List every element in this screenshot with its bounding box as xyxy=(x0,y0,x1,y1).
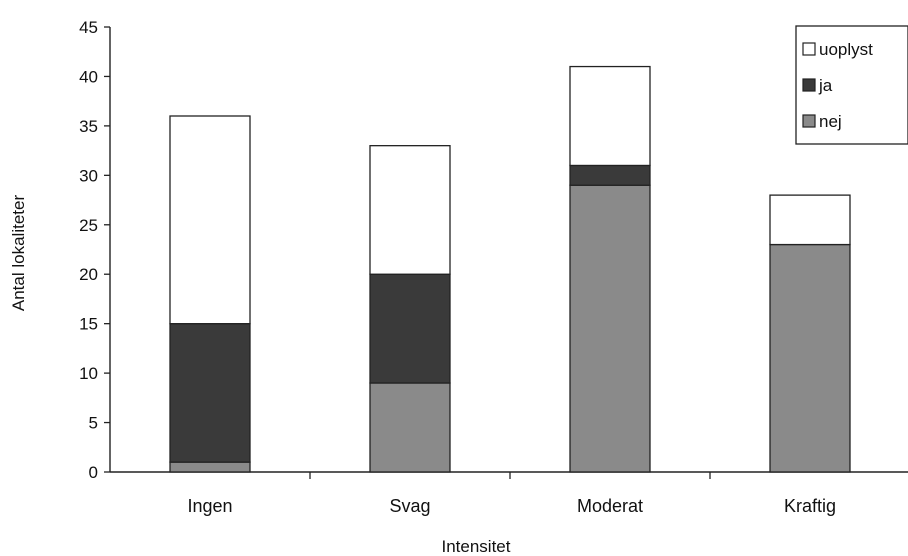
bar-segment-uoplyst-moderat xyxy=(569,65,651,167)
bar-segment-nej-ingen xyxy=(169,461,251,473)
y-tick-label: 25 xyxy=(79,216,98,235)
x-axis-title: Intensitet xyxy=(442,537,511,556)
y-tick-label: 10 xyxy=(79,364,98,383)
bar-segment-ja-svag xyxy=(369,273,451,384)
legend-label-nej: nej xyxy=(819,112,842,131)
legend-swatch-uoplyst xyxy=(802,42,816,56)
x-tick-label: Svag xyxy=(389,496,430,516)
y-tick-label: 20 xyxy=(79,265,98,284)
y-tick-label: 5 xyxy=(89,414,98,433)
bar-segment-ja-ingen xyxy=(169,323,251,463)
bar-segment-uoplyst-ingen xyxy=(169,115,251,325)
bar-segment-nej-kraftig xyxy=(769,243,851,473)
y-axis: 0 5 10 15 20 25 30 35 40 45 xyxy=(79,18,111,482)
y-tick-label: 15 xyxy=(79,315,98,334)
x-tick-label: Kraftig xyxy=(784,496,836,516)
legend-label-ja: ja xyxy=(818,76,833,95)
bar-segment-uoplyst-svag xyxy=(369,145,451,275)
y-tick-label: 45 xyxy=(79,18,98,37)
x-tick-label: Moderat xyxy=(577,496,643,516)
legend-label-uoplyst: uoplyst xyxy=(819,40,873,59)
y-tick-label: 40 xyxy=(79,67,98,86)
y-tick-label: 0 xyxy=(89,463,98,482)
y-axis-title: Antal lokaliteter xyxy=(9,195,28,312)
bar-segment-ja-moderat xyxy=(569,164,651,186)
bar-segment-nej-svag xyxy=(369,382,451,473)
bar-segment-nej-moderat xyxy=(569,184,651,473)
legend-swatch-ja xyxy=(802,78,816,92)
legend: uoplyst ja nej xyxy=(795,25,908,145)
legend-swatch-nej xyxy=(802,114,816,128)
y-tick-label: 30 xyxy=(79,166,98,185)
y-tick-label: 35 xyxy=(79,117,98,136)
bars xyxy=(169,65,851,473)
x-axis: Ingen Svag Moderat Kraftig xyxy=(110,471,908,516)
bar-segment-uoplyst-kraftig xyxy=(769,194,851,246)
x-tick-label: Ingen xyxy=(187,496,232,516)
